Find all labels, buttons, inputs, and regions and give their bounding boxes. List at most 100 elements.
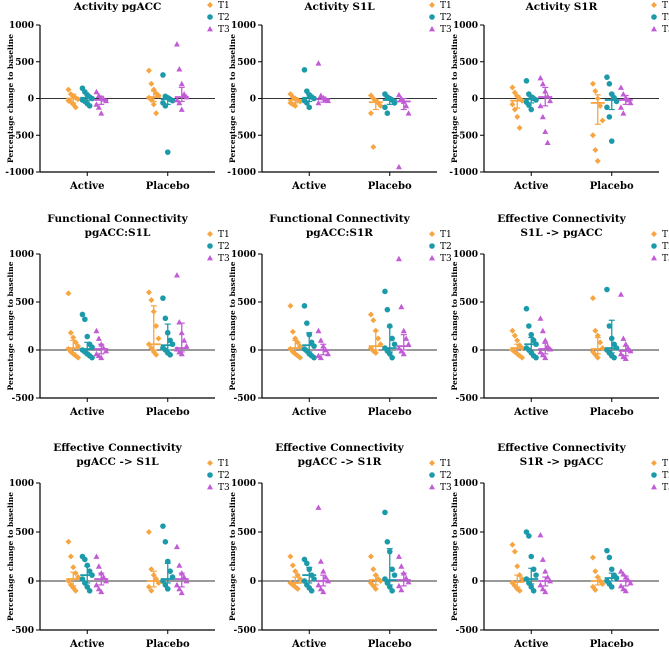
- y-axis-label: Percentage change to baseline: [228, 34, 237, 163]
- y-axis-label: Percentage change to baseline: [228, 492, 237, 621]
- data-point: [395, 163, 402, 170]
- data-point: [514, 337, 521, 344]
- legend-marker-t3: [429, 484, 435, 490]
- data-point: [539, 556, 546, 562]
- data-point: [315, 581, 322, 588]
- data-point: [519, 576, 526, 583]
- data-point: [400, 350, 407, 357]
- data-point: [306, 566, 313, 573]
- data-point: [181, 337, 188, 343]
- data-point: [370, 317, 377, 324]
- data-point: [301, 67, 308, 73]
- data-point: [164, 586, 171, 592]
- data-point: [315, 99, 322, 106]
- data-point: [181, 574, 188, 580]
- data-point: [617, 568, 624, 574]
- data-point: [160, 523, 166, 529]
- x-tick-label: Placebo: [590, 407, 634, 418]
- data-point: [164, 149, 171, 155]
- x-tick-label: Active: [291, 407, 326, 418]
- legend-marker-t3: [651, 255, 657, 261]
- data-point: [89, 354, 95, 361]
- legend-label: T1: [218, 459, 230, 469]
- data-point: [173, 272, 180, 278]
- legend-label: T3: [440, 254, 452, 264]
- data-point: [537, 315, 544, 321]
- x-tick-label: Placebo: [590, 639, 634, 648]
- data-point: [289, 562, 296, 569]
- data-point: [592, 88, 599, 95]
- data-point: [617, 84, 624, 90]
- data-point: [162, 103, 169, 109]
- y-tick-label: -1000: [5, 168, 34, 178]
- y-tick-label: -500: [233, 394, 256, 404]
- chart-title: Activity pgACC: [73, 1, 162, 13]
- y-tick-label: 1000: [9, 479, 34, 489]
- data-point: [148, 96, 155, 103]
- data-point: [311, 343, 317, 349]
- data-point: [372, 349, 379, 356]
- y-tick-label: 1000: [9, 21, 34, 31]
- data-point: [395, 345, 402, 351]
- data-point: [178, 570, 185, 576]
- legend-marker-t2: [207, 14, 213, 20]
- data-point: [509, 84, 516, 91]
- data-point: [297, 354, 304, 361]
- data-point: [398, 563, 405, 569]
- data-point: [511, 548, 518, 555]
- chart-panel-3: Activity S1R Percentage change to baselin…: [449, 1, 669, 192]
- data-point: [304, 320, 310, 326]
- data-point: [533, 572, 539, 578]
- data-point: [542, 128, 549, 134]
- legend-label: T2: [218, 242, 230, 252]
- legend-label: T3: [662, 483, 669, 493]
- y-tick-label: -500: [11, 131, 34, 141]
- y-tick-label: -500: [233, 131, 256, 141]
- data-point: [405, 110, 412, 116]
- data-point: [153, 110, 160, 117]
- x-tick-label: Placebo: [146, 407, 190, 418]
- data-point: [528, 331, 535, 338]
- data-point: [304, 560, 310, 567]
- data-point: [608, 138, 615, 144]
- data-point: [178, 80, 185, 87]
- data-point: [382, 104, 388, 111]
- chart-title: S1L -> pgACC: [520, 227, 602, 239]
- data-point: [317, 558, 324, 564]
- data-point: [592, 146, 599, 153]
- data-point: [145, 289, 152, 296]
- data-point: [606, 81, 613, 87]
- x-tick-label: Placebo: [146, 639, 190, 648]
- y-tick-label: 500: [15, 298, 34, 308]
- data-point: [93, 101, 100, 107]
- x-tick-label: Active: [513, 181, 548, 192]
- data-point: [294, 572, 301, 579]
- data-point: [526, 102, 532, 108]
- data-point: [315, 504, 322, 510]
- data-point: [311, 354, 317, 361]
- data-point: [176, 319, 183, 325]
- y-tick-label: -500: [455, 626, 478, 636]
- data-point: [537, 531, 544, 538]
- data-point: [386, 548, 393, 555]
- data-point: [292, 568, 299, 575]
- legend-label: T1: [662, 459, 669, 469]
- y-axis-label: Percentage change to baseline: [6, 492, 15, 621]
- data-point: [372, 572, 379, 579]
- data-point: [398, 347, 405, 354]
- legend-label: T1: [218, 1, 230, 11]
- chart-title: pgACC -> S1R: [298, 456, 382, 468]
- data-point: [95, 585, 102, 592]
- data-point: [511, 332, 518, 339]
- legend-label: T2: [662, 471, 669, 481]
- data-point: [164, 329, 171, 336]
- y-tick-label: 0: [472, 95, 478, 105]
- data-point: [306, 331, 313, 338]
- legend-label: T1: [440, 1, 452, 11]
- data-point: [542, 88, 549, 94]
- data-point: [589, 132, 596, 139]
- data-point: [173, 543, 180, 550]
- data-point: [287, 553, 294, 560]
- data-point: [511, 106, 518, 113]
- data-point: [544, 574, 551, 580]
